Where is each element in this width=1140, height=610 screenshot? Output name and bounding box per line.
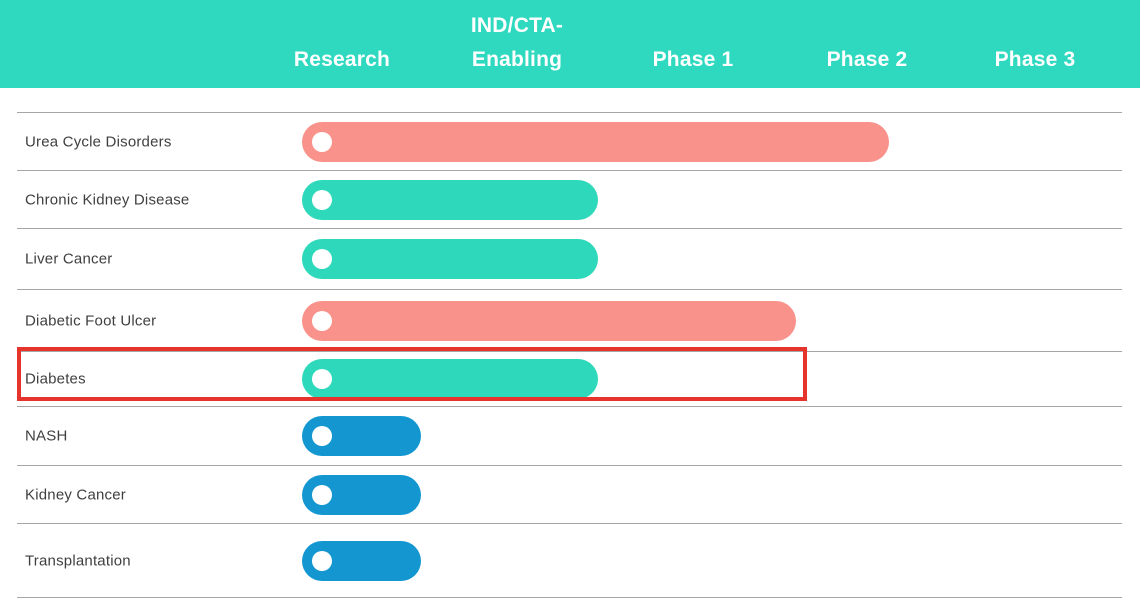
- bar-start-dot-icon: [312, 369, 332, 389]
- bar-start-dot-icon: [312, 484, 332, 505]
- pipeline-row-urea-cycle-disorders: Urea Cycle Disorders: [17, 112, 1122, 170]
- bar-start-dot-icon: [312, 131, 332, 152]
- row-label: Urea Cycle Disorders: [25, 133, 172, 150]
- column-header-line1: IND/CTA-: [470, 14, 564, 37]
- column-header-ind-cta-enabling: IND/CTA- Enabling: [471, 10, 563, 75]
- column-header-line2: Research: [293, 48, 391, 71]
- row-label: Diabetes: [25, 370, 86, 388]
- row-label: NASH: [25, 427, 68, 445]
- pipeline-bar: [302, 239, 598, 279]
- pipeline-row-kidney-cancer: Kidney Cancer: [17, 465, 1122, 523]
- column-header-line2: Phase 2: [826, 48, 908, 71]
- column-header-line1: [294, 10, 390, 42]
- row-label: Liver Cancer: [25, 250, 113, 268]
- column-header-phase-1: Phase 1: [653, 10, 734, 75]
- row-label: Transplantation: [25, 552, 131, 569]
- phase-header: Research IND/CTA- Enabling Phase 1 Phase…: [0, 0, 1140, 88]
- pipeline-row-chronic-kidney-disease: Chronic Kidney Disease: [17, 170, 1122, 228]
- pipeline-bar: [302, 416, 421, 456]
- pipeline-row-diabetic-foot-ulcer: Diabetic Foot Ulcer: [17, 289, 1122, 351]
- column-header-phase-2: Phase 2: [827, 10, 908, 75]
- pipeline-bar: [302, 179, 598, 220]
- row-label: Diabetic Foot Ulcer: [25, 312, 157, 329]
- column-header-phase-3: Phase 3: [995, 10, 1076, 75]
- pipeline-bar: [302, 474, 421, 515]
- bar-start-dot-icon: [312, 249, 332, 269]
- row-label: Chronic Kidney Disease: [25, 191, 190, 208]
- pipeline-row-diabetes: Diabetes: [17, 351, 1122, 406]
- row-label: Kidney Cancer: [25, 486, 126, 503]
- bar-start-dot-icon: [312, 189, 332, 210]
- column-header-line2: Enabling: [471, 48, 563, 71]
- pipeline-bar: [302, 300, 796, 341]
- bar-start-dot-icon: [312, 310, 332, 331]
- pipeline-row-liver-cancer: Liver Cancer: [17, 228, 1122, 289]
- pipeline-bar: [302, 359, 598, 399]
- pipeline-row-transplantation: Transplantation: [17, 523, 1122, 598]
- bar-start-dot-icon: [312, 550, 332, 571]
- pipeline-bar: [302, 121, 889, 162]
- column-header-line1: [653, 10, 734, 42]
- column-header-research: Research: [294, 10, 390, 75]
- pipeline-table: Urea Cycle Disorders Chronic Kidney Dise…: [17, 88, 1122, 598]
- column-header-line1: [995, 10, 1076, 42]
- bar-start-dot-icon: [312, 426, 332, 446]
- pipeline-bar: [302, 540, 421, 581]
- pipeline-row-nash: NASH: [17, 406, 1122, 465]
- column-header-line2: Phase 3: [994, 48, 1076, 71]
- column-header-line1: [827, 10, 908, 42]
- column-header-line2: Phase 1: [652, 48, 734, 71]
